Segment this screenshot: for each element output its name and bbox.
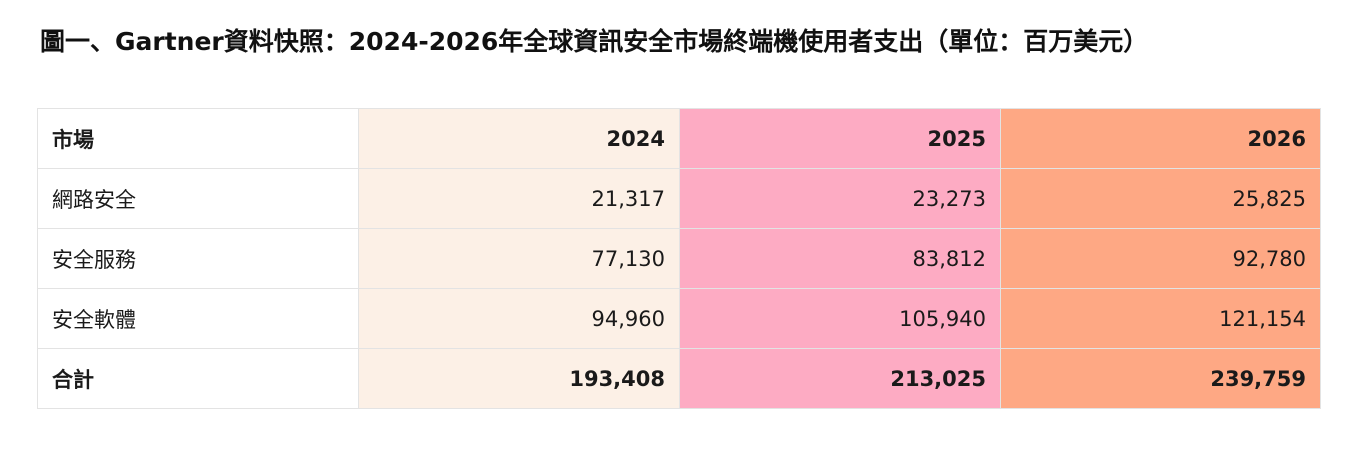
header-2026: 2026 bbox=[1000, 108, 1321, 169]
total-2026: 239,759 bbox=[1000, 348, 1321, 409]
table-total-row: 合計 193,408 213,025 239,759 bbox=[37, 348, 1321, 409]
total-2024: 193,408 bbox=[358, 348, 680, 409]
page-title: 圖一、Gartner資料快照：2024-2026年全球資訊安全市場終端機使用者支… bbox=[40, 27, 1149, 56]
value-2024: 77,130 bbox=[358, 228, 680, 289]
value-2025: 23,273 bbox=[679, 168, 1001, 229]
table-header-row: 市場 2024 2025 2026 bbox=[37, 108, 1321, 169]
value-2026: 92,780 bbox=[1000, 228, 1321, 289]
value-2026: 121,154 bbox=[1000, 288, 1321, 349]
value-2026: 25,825 bbox=[1000, 168, 1321, 229]
value-2025: 105,940 bbox=[679, 288, 1001, 349]
value-2024: 94,960 bbox=[358, 288, 680, 349]
value-2024: 21,317 bbox=[358, 168, 680, 229]
header-2024: 2024 bbox=[358, 108, 680, 169]
table-row: 安全軟體 94,960 105,940 121,154 bbox=[37, 288, 1321, 349]
header-market: 市場 bbox=[37, 108, 359, 169]
total-label: 合計 bbox=[37, 348, 359, 409]
value-2025: 83,812 bbox=[679, 228, 1001, 289]
table-row: 網路安全 21,317 23,273 25,825 bbox=[37, 168, 1321, 229]
row-label: 網路安全 bbox=[37, 168, 359, 229]
table-row: 安全服務 77,130 83,812 92,780 bbox=[37, 228, 1321, 289]
market-spending-table: 市場 2024 2025 2026 網路安全 21,317 23,273 25,… bbox=[37, 108, 1321, 409]
total-2025: 213,025 bbox=[679, 348, 1001, 409]
row-label: 安全軟體 bbox=[37, 288, 359, 349]
header-2025: 2025 bbox=[679, 108, 1001, 169]
row-label: 安全服務 bbox=[37, 228, 359, 289]
